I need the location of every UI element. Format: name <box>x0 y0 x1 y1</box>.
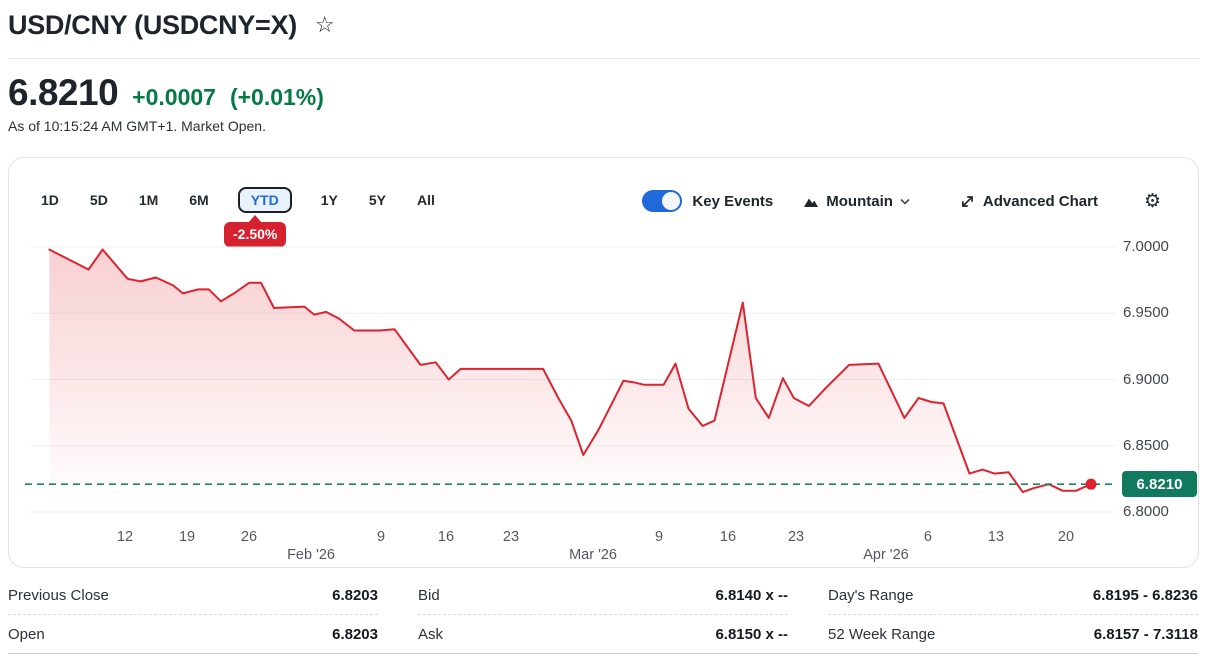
stat-label: Day's Range <box>828 586 914 604</box>
stat-value: 6.8140 x -- <box>715 586 788 604</box>
stat-row-52-week-range: 52 Week Range 6.8157 - 7.3118 <box>828 615 1198 653</box>
range-tab-5y[interactable]: 5Y <box>367 188 388 212</box>
range-tab-6m[interactable]: 6M <box>187 188 210 212</box>
stats-column: Bid 6.8140 x -- Ask 6.8150 x -- <box>418 576 788 653</box>
price-series <box>25 248 1116 503</box>
range-tab-1m[interactable]: 1M <box>137 188 160 212</box>
stat-label: Ask <box>418 625 444 643</box>
current-price-tag: 6.8210 <box>1122 471 1197 498</box>
stat-label: Bid <box>418 586 440 604</box>
stat-label: Previous Close <box>8 586 109 604</box>
stat-label: Open <box>8 625 45 643</box>
stat-value: 6.8203 <box>332 625 378 643</box>
toggle-knob <box>662 192 681 210</box>
range-tabs: 1D 5D 1M 6M YTD 1Y 5Y All <box>39 187 437 213</box>
as-of-timestamp: As of 10:15:24 AM GMT+1. Market Open. <box>8 118 266 134</box>
expand-diagonal-icon <box>961 195 973 207</box>
chart-type-dropdown[interactable]: Mountain <box>803 193 910 210</box>
quote-summary: 6.8210 +0.0007 (+0.01%) <box>8 72 324 114</box>
price-chart[interactable] <box>9 158 1198 567</box>
stat-value: 6.8157 - 7.3118 <box>1093 625 1198 643</box>
range-tab-5d[interactable]: 5D <box>88 188 110 212</box>
advanced-chart-button[interactable]: Advanced Chart <box>960 193 1098 210</box>
advanced-chart-label: Advanced Chart <box>982 192 1098 210</box>
stat-value: 6.8150 x -- <box>715 625 788 643</box>
chart-controls: Key Events Mountain Advanced Chart ⚙ <box>642 188 1161 214</box>
header-divider <box>8 58 1200 59</box>
price-change-percent: (+0.01%) <box>229 84 324 110</box>
key-events-label: Key Events <box>692 192 774 210</box>
chart-card: 1D 5D 1M 6M YTD 1Y 5Y All -2.50% Key Events Mou… <box>8 157 1199 568</box>
chart-type-label: Mountain <box>826 192 893 210</box>
range-tab-1d[interactable]: 1D <box>39 188 61 212</box>
gear-icon[interactable]: ⚙ <box>1143 189 1161 212</box>
current-price: 6.8210 <box>8 72 119 113</box>
page-title: USD/CNY (USDCNY=X) <box>8 10 297 40</box>
key-events-toggle[interactable] <box>642 190 683 212</box>
last-price-dot <box>1085 478 1097 490</box>
stat-value: 6.8203 <box>332 586 378 604</box>
stats-column: Previous Close 6.8203 Open 6.8203 <box>8 576 378 653</box>
stat-row-ask: Ask 6.8150 x -- <box>418 615 788 653</box>
range-tab-all[interactable]: All <box>415 188 437 212</box>
stat-row-bid: Bid 6.8140 x -- <box>418 576 788 615</box>
stat-value: 6.8195 - 6.8236 <box>1092 586 1198 604</box>
header: USD/CNY (USDCNY=X) ☆ <box>8 10 335 41</box>
stat-row-previous-close: Previous Close 6.8203 <box>8 576 378 615</box>
range-tab-ytd[interactable]: YTD <box>237 187 292 213</box>
star-icon[interactable]: ☆ <box>314 12 335 38</box>
stat-row-days-range: Day's Range 6.8195 - 6.8236 <box>828 576 1198 615</box>
stats-column: Day's Range 6.8195 - 6.8236 52 Week Rang… <box>828 576 1198 653</box>
ytd-change-badge: -2.50% <box>224 215 287 247</box>
mountain-icon <box>804 198 819 207</box>
stat-row-open: Open 6.8203 <box>8 615 378 653</box>
range-tab-1y[interactable]: 1Y <box>319 188 340 212</box>
stat-label: 52 Week Range <box>828 625 936 643</box>
chevron-down-icon <box>900 198 910 205</box>
price-change: +0.0007 <box>132 84 216 110</box>
quote-statistics: Previous Close 6.8203 Open 6.8203 Bid 6.… <box>8 576 1198 654</box>
